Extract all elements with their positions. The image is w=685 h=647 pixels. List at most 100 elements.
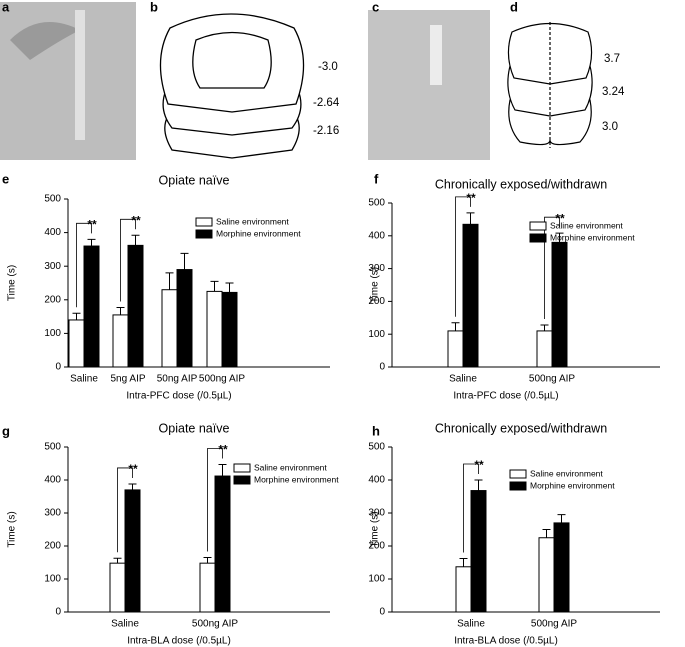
y-tick-label: 200 — [44, 294, 61, 305]
bar — [214, 475, 231, 613]
y-tick-label: 300 — [44, 508, 61, 519]
y-axis-label: Time (s) — [370, 267, 381, 303]
x-axis-label: Intra-PFC dose (/0.5µL) — [453, 391, 558, 402]
micrograph-detail — [430, 25, 442, 85]
error-bar — [180, 252, 189, 270]
y-axis-label: Time (s) — [370, 511, 381, 547]
error-bar — [225, 282, 234, 293]
y-tick-label: 300 — [44, 261, 61, 272]
x-tick-label: Saline — [457, 619, 485, 630]
bar — [536, 330, 553, 368]
legend-label: Morphine environment — [254, 474, 339, 484]
micrograph-detail — [75, 10, 85, 140]
bar — [551, 241, 568, 368]
significance-bracket — [207, 448, 223, 552]
legend-label: Saline environment — [550, 220, 623, 230]
x-tick-label: 50ng AIP — [157, 374, 198, 385]
y-tick-label: 400 — [368, 475, 385, 486]
x-tick-label: 500ng AIP — [199, 374, 245, 385]
bar — [455, 566, 472, 613]
error-bar — [72, 312, 81, 320]
bar — [206, 290, 223, 368]
bar — [538, 537, 555, 613]
bar — [447, 330, 464, 368]
x-axis-label: Intra-PFC dose (/0.5µL) — [126, 391, 231, 402]
legend-swatch — [233, 463, 251, 473]
significance-bracket — [120, 218, 136, 302]
error-bar — [557, 514, 566, 523]
significance-marker: ** — [466, 191, 476, 205]
significance-marker: ** — [218, 443, 228, 457]
panel-label: d — [510, 0, 518, 14]
micrograph-detail — [10, 22, 80, 60]
error-bar — [542, 529, 551, 538]
y-tick-label: 300 — [368, 263, 385, 274]
significance-bracket — [76, 222, 92, 308]
y-tick-label: 500 — [368, 442, 385, 453]
legend-swatch — [195, 229, 213, 239]
bar — [127, 244, 144, 368]
error-bar — [459, 558, 468, 567]
x-tick-label: Saline — [111, 619, 139, 630]
y-tick-label: 300 — [368, 508, 385, 519]
significance-marker: ** — [474, 458, 484, 472]
error-bar — [165, 272, 174, 290]
error-bar — [451, 322, 460, 331]
level-label: -2.64 — [313, 97, 340, 109]
chart-title: Chronically exposed/withdrawn — [435, 421, 607, 435]
y-tick-label: 100 — [44, 328, 61, 339]
legend-label: Morphine environment — [550, 232, 635, 242]
x-tick-label: 500ng AIP — [529, 374, 575, 385]
y-tick-label: 100 — [368, 574, 385, 585]
legend-swatch — [195, 217, 213, 227]
y-tick-label: 0 — [379, 362, 385, 373]
x-tick-label: 500ng AIP — [192, 619, 238, 630]
legend-swatch — [233, 475, 251, 485]
y-tick-label: 400 — [368, 230, 385, 241]
bar — [68, 319, 85, 368]
bar — [109, 562, 126, 613]
legend-label: Morphine environment — [530, 480, 615, 490]
error-bar — [131, 234, 140, 246]
y-axis-label: Time (s) — [7, 265, 18, 301]
y-tick-label: 200 — [368, 296, 385, 307]
level-label: 3.24 — [602, 86, 625, 98]
error-bar — [113, 557, 122, 564]
y-tick-label: 400 — [44, 475, 61, 486]
error-bar — [203, 557, 212, 564]
error-bar — [210, 280, 219, 292]
y-axis-label: Time (s) — [7, 511, 18, 547]
bar — [176, 269, 193, 368]
error-bar — [87, 238, 96, 247]
x-axis-label: Intra-BLA dose (/0.5µL) — [127, 636, 231, 647]
legend-label: Saline environment — [254, 462, 327, 472]
y-tick-label: 500 — [44, 194, 61, 205]
significance-bracket — [463, 463, 479, 553]
x-tick-label: 500ng AIP — [531, 619, 577, 630]
significance-marker: ** — [131, 213, 141, 227]
error-bar — [466, 212, 475, 225]
bar — [199, 562, 216, 613]
error-bar — [555, 232, 564, 243]
y-tick-label: 0 — [55, 607, 61, 618]
significance-bracket — [455, 196, 471, 317]
bar — [462, 223, 479, 368]
panel-label: g — [2, 423, 10, 438]
chart-title: Opiate naïve — [159, 421, 230, 435]
y-tick-label: 500 — [44, 442, 61, 453]
bar — [83, 245, 100, 368]
bar — [221, 291, 238, 368]
level-label: 3.0 — [602, 121, 618, 133]
panel-label: h — [372, 423, 380, 438]
legend-swatch — [529, 233, 547, 243]
bar — [470, 490, 487, 613]
bar — [112, 314, 129, 368]
error-bar — [128, 483, 137, 490]
level-label: -3.0 — [318, 61, 338, 73]
y-tick-label: 100 — [368, 329, 385, 340]
x-tick-label: Saline — [449, 374, 477, 385]
legend-label: Saline environment — [530, 468, 603, 478]
y-tick-label: 100 — [44, 574, 61, 585]
significance-marker: ** — [87, 217, 97, 231]
